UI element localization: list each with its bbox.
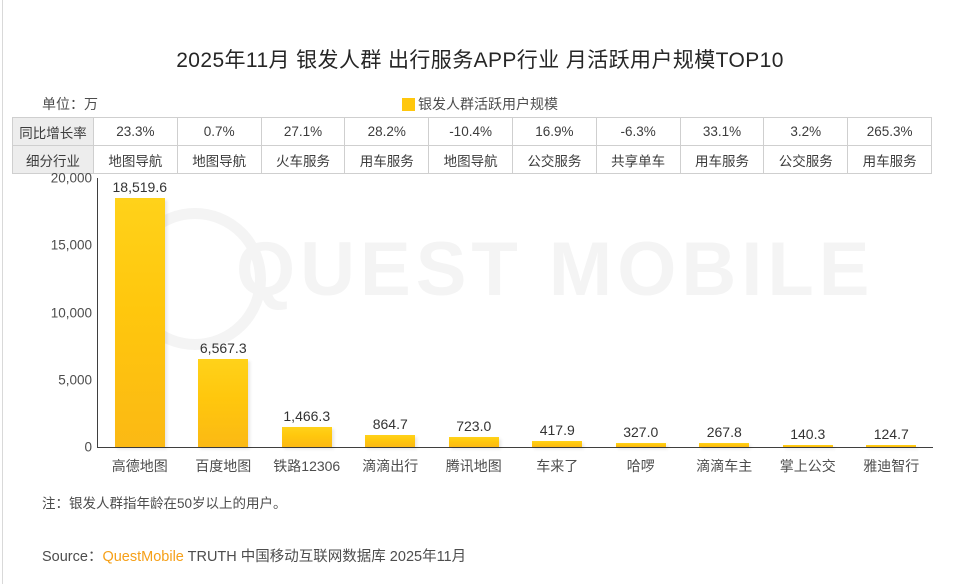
bar-slot: 6,567.3 — [182, 178, 266, 447]
y-tick-label: 10,000 — [50, 305, 92, 320]
growth-cell-8: 3.2% — [763, 117, 849, 146]
bar-slot: 417.9 — [516, 178, 600, 447]
growth-cell-3: 28.2% — [344, 117, 430, 146]
x-axis-label: 哈啰 — [626, 458, 655, 474]
bar-value-label: 864.7 — [372, 416, 408, 433]
row-header-growth: 同比增长率 — [12, 117, 94, 146]
x-axis-label: 铁路12306 — [273, 458, 341, 474]
page-title: 2025年11月 银发人群 出行服务APP行业 月活跃用户规模TOP10 — [176, 49, 784, 72]
metadata-table: 同比增长率 23.3% 0.7% 27.1% 28.2% -10.4% 16.9… — [12, 117, 932, 174]
x-axis-line — [97, 447, 933, 448]
x-axis-label: 百度地图 — [195, 458, 252, 474]
bar-chart: QUEST MOBILE 0 5,000 10,000 15,000 20,000 18… — [0, 171, 960, 480]
bar-slot: 267.8 — [683, 178, 767, 447]
x-axis-label: 腾讯地图 — [445, 458, 502, 474]
industry-cell-3: 用车服务 — [344, 145, 430, 174]
bar-slot: 864.7 — [349, 178, 433, 447]
y-tick-label: 0 — [84, 439, 92, 455]
industry-cell-2: 火车服务 — [260, 145, 346, 174]
industry-cell-8: 公交服务 — [763, 145, 849, 174]
plot-area: 18,519.6 6,567.3 1,466.3 864.7 723.0 417.9 327… — [98, 178, 933, 447]
bar-value-label: 140.3 — [790, 426, 826, 443]
bar[interactable] — [198, 358, 249, 447]
industry-cell-4: 地图导航 — [428, 145, 513, 174]
x-axis-label: 滴滴车主 — [696, 458, 753, 474]
table-row-growth: 同比增长率 23.3% 0.7% 27.1% 28.2% -10.4% 16.9… — [12, 117, 932, 146]
industry-cell-5: 公交服务 — [511, 145, 597, 174]
industry-cell-0: 地图导航 — [93, 145, 178, 174]
source-rest: TRUTH 中国移动互联网数据库 2025年11月 — [183, 549, 467, 565]
bar[interactable] — [281, 427, 332, 447]
y-tick-label: 5,000 — [58, 372, 92, 388]
industry-cell-1: 地图导航 — [176, 145, 262, 174]
x-axis-labels: 高德地图 百度地图 铁路12306 滴滴出行 腾讯地图 车来了 哈啰 滴滴车主 掌上公交 雅迪智行 — [98, 456, 933, 480]
bar-slot: 723.0 — [432, 178, 516, 447]
bar-value-label: 723.0 — [456, 418, 492, 435]
source-line: Source：QuestMobile TRUTH 中国移动互联网数据库 2025… — [42, 545, 466, 566]
chart-legend: 银发人群活跃用户规模 — [0, 94, 960, 114]
x-axis-label: 高德地图 — [111, 458, 168, 474]
x-axis-label: 滴滴出行 — [362, 458, 419, 474]
bar-value-label: 1,466.3 — [283, 408, 331, 425]
bar-value-label: 417.9 — [539, 422, 575, 439]
bar-value-label: 327.0 — [623, 423, 659, 440]
bar[interactable] — [699, 443, 750, 447]
metadata-table-wrap: 同比增长率 23.3% 0.7% 27.1% 28.2% -10.4% 16.9… — [12, 117, 932, 174]
growth-cell-1: 0.7% — [176, 117, 262, 146]
bar[interactable] — [866, 445, 917, 447]
y-axis-line — [97, 178, 98, 447]
growth-cell-0: 23.3% — [93, 117, 178, 146]
growth-cell-6: -6.3% — [595, 117, 681, 146]
y-tick-label: 15,000 — [50, 237, 92, 253]
unit-label: 单位：万 — [42, 96, 98, 112]
bar-value-label: 267.8 — [706, 424, 742, 441]
source-prefix: Source： — [42, 549, 103, 565]
bar[interactable] — [365, 435, 416, 447]
growth-cell-9: 265.3% — [847, 117, 932, 146]
x-axis-label: 雅迪智行 — [863, 458, 920, 474]
bar[interactable] — [532, 441, 583, 447]
row-header-industry: 细分行业 — [12, 145, 94, 174]
x-axis-label: 掌上公交 — [779, 458, 836, 474]
bar-slot: 124.7 — [850, 178, 934, 447]
bar[interactable] — [615, 442, 666, 447]
bar[interactable] — [114, 197, 165, 447]
industry-cell-9: 用车服务 — [847, 145, 932, 174]
legend-label: 银发人群活跃用户规模 — [418, 96, 558, 112]
industry-cell-6: 共享单车 — [595, 145, 681, 174]
bar-slot: 18,519.6 — [98, 178, 182, 447]
industry-cell-7: 用车服务 — [679, 145, 765, 174]
y-tick-label: 20,000 — [50, 170, 92, 186]
bar-slot: 140.3 — [766, 178, 850, 447]
bar-value-label: 18,519.6 — [112, 178, 168, 195]
growth-cell-7: 33.1% — [679, 117, 765, 146]
x-axis-label: 车来了 — [536, 458, 579, 474]
growth-cell-2: 27.1% — [260, 117, 346, 146]
left-edge-rule — [2, 0, 3, 584]
bar-slot: 327.0 — [599, 178, 683, 447]
bar[interactable] — [448, 437, 499, 447]
bar-value-label: 6,567.3 — [199, 339, 247, 356]
footnote: 注：银发人群指年龄在50岁以上的用户。 — [42, 496, 287, 511]
y-axis-ticks: 0 5,000 10,000 15,000 20,000 — [6, 171, 92, 455]
bar-slot: 1,466.3 — [265, 178, 349, 447]
growth-cell-5: 16.9% — [511, 117, 597, 146]
bar[interactable] — [782, 445, 833, 447]
source-brand: QuestMobile — [102, 549, 184, 565]
growth-cell-4: -10.4% — [428, 117, 513, 146]
bar-value-label: 124.7 — [873, 426, 909, 443]
table-row-industry: 细分行业 地图导航 地图导航 火车服务 用车服务 地图导航 公交服务 共享单车 … — [12, 145, 932, 174]
legend-swatch-icon — [402, 98, 415, 111]
